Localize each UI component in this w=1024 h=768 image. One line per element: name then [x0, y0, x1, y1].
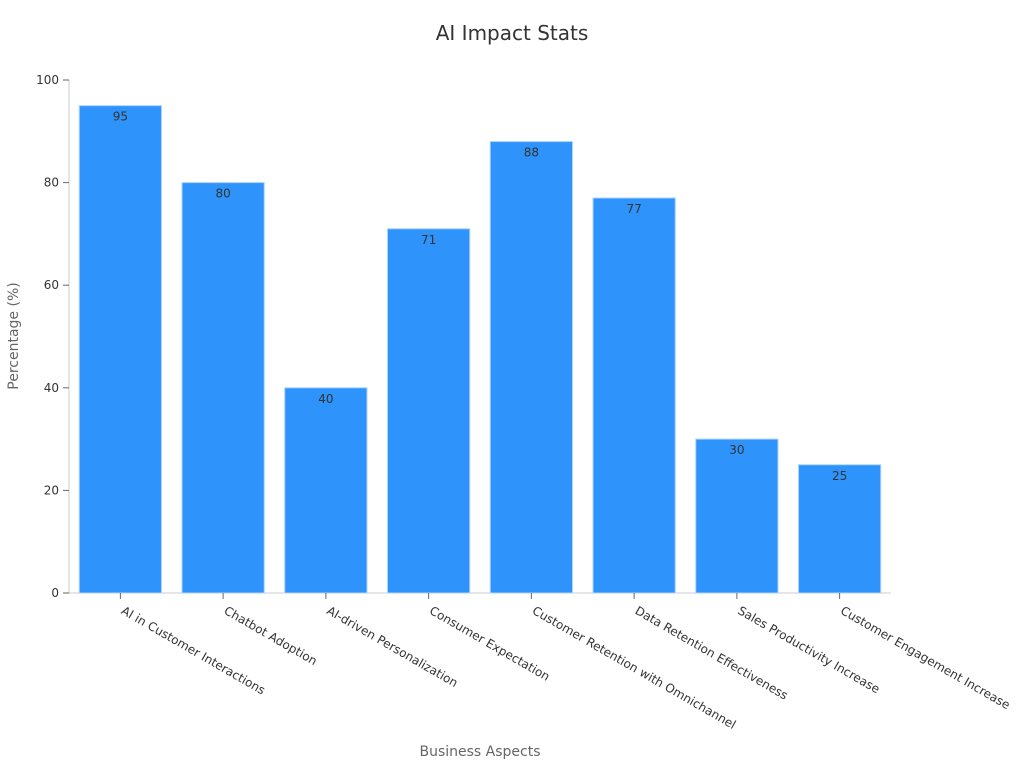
- chart-title: AI Impact Stats: [436, 21, 589, 45]
- bar: [798, 464, 882, 594]
- bars: [78, 105, 882, 594]
- bar-value-label: 80: [215, 187, 230, 201]
- bar: [284, 387, 368, 594]
- x-tick-label: Customer Retention with Omnichannel: [530, 603, 738, 731]
- y-ticks: 0 20 40 60 80 100: [36, 73, 69, 600]
- y-tick-label: 40: [44, 381, 59, 395]
- bar-value-label: 25: [832, 469, 847, 483]
- bar-value-label: 95: [113, 110, 128, 124]
- bar-value-label: 88: [524, 146, 539, 160]
- bar-value-label: 30: [729, 443, 744, 457]
- bar: [181, 182, 265, 594]
- x-tick-label: Customer Engagement Increase: [838, 603, 1012, 712]
- bar: [489, 141, 573, 594]
- bar: [695, 438, 779, 594]
- y-tick-label: 0: [51, 586, 59, 600]
- bar-value-label: 77: [626, 202, 641, 216]
- y-tick-label: 80: [44, 176, 59, 190]
- y-tick-label: 20: [44, 483, 59, 497]
- bar-value-label: 71: [421, 233, 436, 247]
- data-labels: 95 80 40 71 88 77 30 25: [113, 110, 848, 483]
- bar: [592, 197, 676, 594]
- bar: [78, 105, 162, 594]
- y-tick-label: 60: [44, 278, 59, 292]
- bar: [387, 228, 471, 594]
- x-tick-label: Chatbot Adoption: [222, 603, 320, 668]
- y-tick-label: 100: [36, 73, 59, 87]
- bar-value-label: 40: [318, 392, 333, 406]
- y-axis-title: Percentage (%): [6, 282, 22, 389]
- x-axis-title: Business Aspects: [419, 744, 540, 760]
